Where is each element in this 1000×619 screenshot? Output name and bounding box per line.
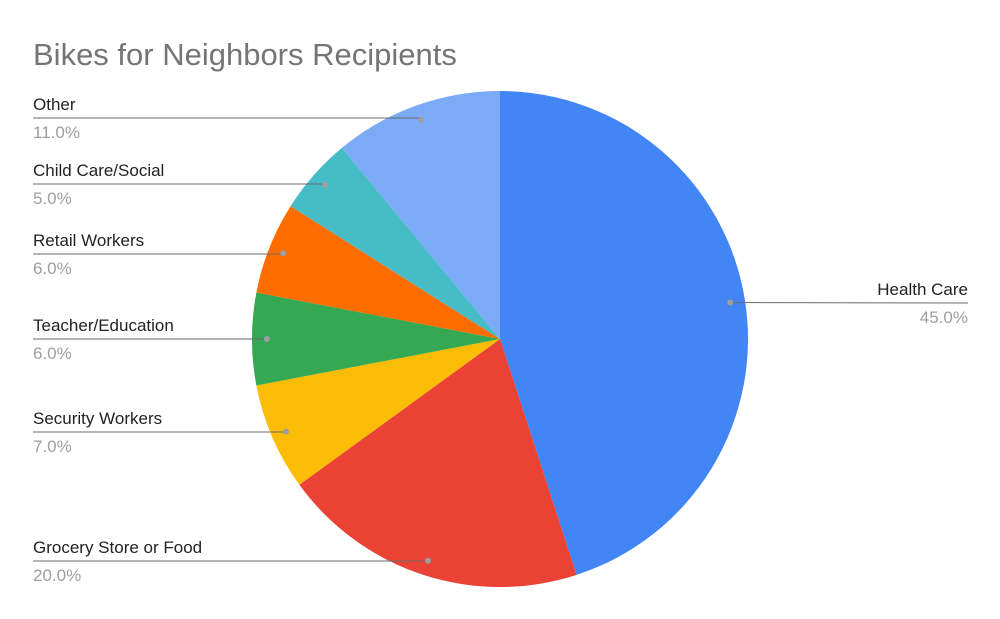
slice-label-health-care: Health Care: [877, 280, 968, 299]
leader-dot-grocery-store-or-food: [424, 557, 431, 564]
chart-title: Bikes for Neighbors Recipients: [33, 37, 457, 72]
slice-percent-other: 11.0%: [33, 123, 80, 142]
slice-percent-child-care-social: 5.0%: [33, 189, 72, 208]
pie-slices: [252, 91, 749, 588]
slice-percent-grocery-store-or-food: 20.0%: [33, 566, 81, 585]
slice-label-other: Other: [33, 95, 76, 114]
leader-dot-child-care-social: [322, 181, 329, 188]
slice-label-teacher-education: Teacher/Education: [33, 316, 174, 335]
slice-percent-health-care: 45.0%: [920, 308, 968, 327]
slice-label-child-care-social: Child Care/Social: [33, 161, 164, 180]
pie-slice-child-care-social: [290, 147, 500, 339]
leader-line-child-care-social: [33, 183, 326, 185]
pie-slice-security-workers: [256, 339, 500, 485]
slice-labels: Health Care 45.0% Grocery Store or Food 20.…: [33, 95, 969, 585]
slice-label-retail-workers: Retail Workers: [33, 231, 144, 250]
slice-label-grocery-store-or-food: Grocery Store or Food: [33, 538, 202, 557]
leader-dot-security-workers: [283, 428, 290, 435]
pie-slice-teacher-education: [252, 292, 500, 386]
pie-slice-grocery-store-or-food: [299, 339, 577, 588]
leader-line-other: [33, 117, 422, 120]
leader-dot-retail-workers: [280, 250, 287, 257]
leader-line-retail-workers: [33, 253, 284, 255]
slice-percent-retail-workers: 6.0%: [33, 259, 72, 278]
pie-slice-other: [341, 91, 500, 339]
leader-dot-teacher-education: [263, 336, 270, 342]
slice-label-security-workers: Security Workers: [33, 409, 162, 428]
pie-slice-health-care: [500, 91, 749, 575]
slice-percent-teacher-education: 6.0%: [33, 344, 72, 363]
pie-slice-retail-workers: [256, 206, 500, 339]
leader-dot-health-care: [727, 299, 734, 306]
leader-dot-other: [418, 116, 425, 123]
slice-percent-security-workers: 7.0%: [33, 437, 72, 456]
